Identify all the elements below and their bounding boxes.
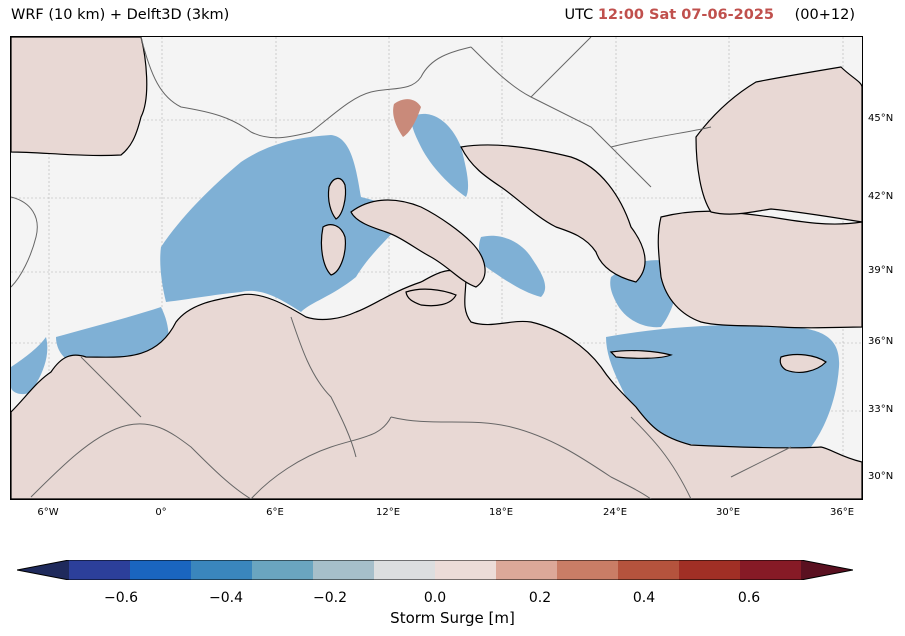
lat-label-33: 33°N — [868, 404, 894, 415]
lon-label-6e: 6°E — [266, 507, 284, 518]
colorbar — [16, 559, 854, 581]
lat-label-39: 39°N — [868, 265, 894, 276]
colorbar-segment — [618, 560, 680, 580]
lat-label-42: 42°N — [868, 191, 894, 202]
lon-label-0: 0° — [155, 507, 167, 518]
colorbar-extend-max — [801, 560, 853, 580]
colorbar-tick: 0.0 — [423, 590, 447, 606]
colorbar-segment — [252, 560, 314, 580]
colorbar-extend-min — [17, 560, 69, 580]
forecast-run: (00+12) — [794, 7, 855, 23]
utc-prefix: UTC — [564, 7, 594, 23]
colorbar-segment — [130, 560, 192, 580]
colorbar-tick: 0.6 — [737, 590, 761, 606]
lon-label-24e: 24°E — [602, 507, 628, 518]
map-panel — [10, 36, 863, 500]
colorbar-tick: −0.6 — [104, 590, 138, 606]
colorbar-tick: 0.2 — [528, 590, 552, 606]
colorbar-segment — [191, 560, 253, 580]
land-masses — [11, 37, 862, 499]
surge-negative-area — [11, 113, 840, 448]
lon-label-12e: 12°E — [375, 507, 401, 518]
colorbar-tick: −0.4 — [209, 590, 243, 606]
country-borders — [11, 37, 792, 499]
lat-label-30: 30°N — [868, 471, 894, 482]
lat-label-45: 45°N — [868, 113, 894, 124]
lon-label-36e: 36°E — [829, 507, 855, 518]
colorbar-segment — [69, 560, 131, 580]
colorbar-segment — [740, 560, 802, 580]
surge-positive-area — [393, 99, 421, 137]
colorbar-segment — [435, 560, 497, 580]
colorbar-label: Storm Surge [m] — [390, 609, 515, 627]
map-title: WRF (10 km) + Delft3D (3km) — [11, 7, 230, 23]
lon-label-30e: 30°E — [715, 507, 741, 518]
forecast-datetime: 12:00 Sat 07-06-2025 — [597, 7, 775, 23]
map-canvas — [11, 37, 862, 499]
lon-label-18e: 18°E — [488, 507, 514, 518]
colorbar-tick: 0.4 — [632, 590, 656, 606]
colorbar-segment — [496, 560, 558, 580]
colorbar-segment — [679, 560, 741, 580]
colorbar-svg — [16, 559, 854, 581]
lon-label-6w: 6°W — [37, 507, 59, 518]
colorbar-tick: −0.2 — [313, 590, 347, 606]
lat-label-36: 36°N — [868, 336, 894, 347]
forecast-time: UTC 12:00 Sat 07-06-2025 (00+12) — [564, 7, 855, 23]
colorbar-segment — [557, 560, 619, 580]
colorbar-segment — [374, 560, 436, 580]
colorbar-segment — [313, 560, 375, 580]
